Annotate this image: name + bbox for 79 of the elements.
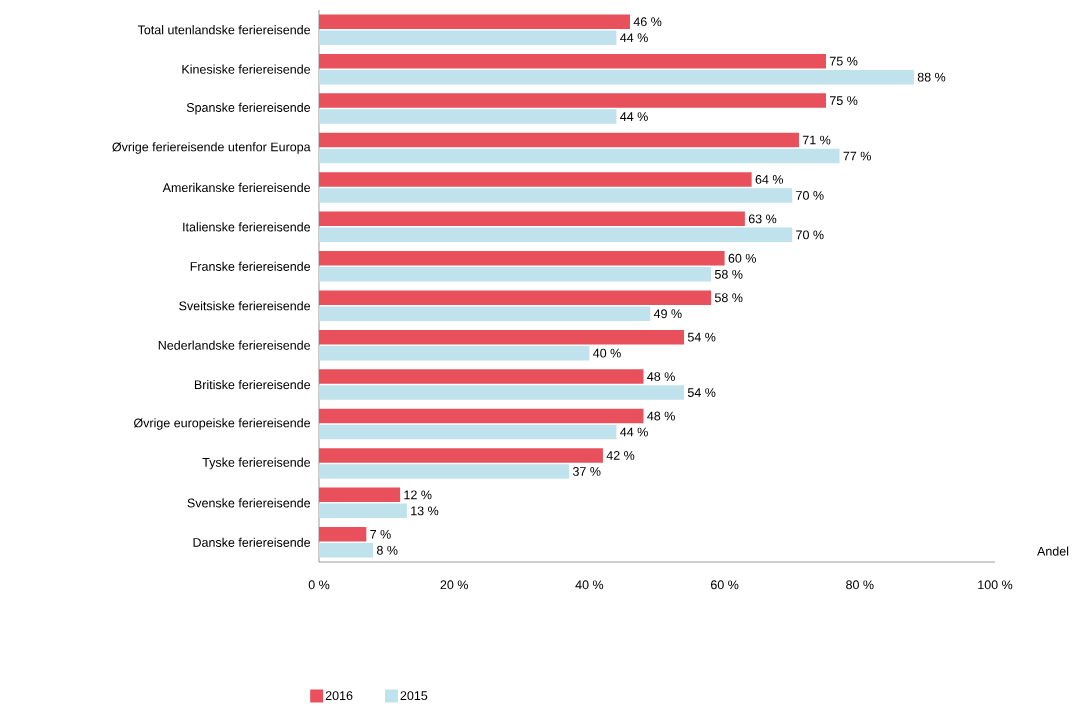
legend-label: 2016 <box>325 691 353 701</box>
data-label: 70 % <box>796 230 824 240</box>
x-tick-label: 40 % <box>575 580 604 590</box>
bar <box>319 93 826 108</box>
bar <box>319 527 367 542</box>
data-label: 64 % <box>755 175 784 184</box>
bar <box>319 30 617 45</box>
y-tick-label: Nederlandske feriereisende <box>158 340 311 350</box>
data-label: 42 % <box>606 451 635 460</box>
data-label: 37 % <box>572 467 601 476</box>
bar <box>319 132 799 148</box>
bar <box>319 385 685 400</box>
data-label: 75 % <box>830 56 858 66</box>
data-label: 44 % <box>620 112 648 121</box>
data-label: 77 % <box>843 151 871 161</box>
x-tick-label: 100 % <box>978 580 1013 590</box>
y-tick-label: Spanske feriereisende <box>186 102 311 115</box>
bar <box>319 408 644 424</box>
data-label: 40 % <box>593 348 621 358</box>
bar <box>319 345 590 361</box>
bar <box>319 543 374 558</box>
data-label: 58 % <box>714 269 743 279</box>
y-tick-label: Øvrige europeiske feriereisende <box>133 418 311 430</box>
bar <box>319 109 617 124</box>
bar <box>319 267 712 282</box>
bar <box>319 251 725 266</box>
data-label: 70 % <box>796 191 824 200</box>
data-label: 8 % <box>376 545 398 555</box>
data-label: 88 % <box>917 72 946 82</box>
y-tick-label: Øvrige feriereisende utenfor Europa <box>112 142 311 154</box>
y-tick-label: Amerikanske feriereisende <box>162 182 311 193</box>
data-label: 63 % <box>748 214 777 224</box>
data-label: 12 % <box>404 490 432 500</box>
data-label: 49 % <box>653 309 682 319</box>
data-label: 71 % <box>802 135 831 145</box>
data-label: 44 % <box>620 427 648 437</box>
data-label: 48 % <box>647 372 675 382</box>
y-tick-label: Sveitsiske feriereisende <box>179 301 311 311</box>
bar <box>319 329 685 345</box>
x-tick-label: 60 % <box>711 580 739 590</box>
bar <box>319 14 630 29</box>
bar <box>319 290 712 305</box>
data-label: 58 % <box>714 293 743 303</box>
x-tick-label: 20 % <box>440 580 468 590</box>
data-label: 48 % <box>647 411 675 421</box>
bar <box>319 448 603 463</box>
y-tick-label: Kinesiske feriereisende <box>182 64 311 74</box>
y-tick-label: Danske feriereisende <box>193 537 311 547</box>
bar <box>319 148 840 164</box>
y-tick-label: Total utenlandske feriereisende <box>137 25 311 35</box>
data-label: 60 % <box>728 253 756 263</box>
bar <box>319 503 407 519</box>
y-tick-label: Tyske feriereisende <box>202 457 311 470</box>
y-tick-label: Franske feriereisende <box>190 261 311 271</box>
bar <box>319 227 793 243</box>
x-tick-label: 0 % <box>308 580 330 590</box>
data-label: 54 % <box>687 388 716 397</box>
data-label: 75 % <box>830 96 858 105</box>
y-tick-label: Svenske feriereisende <box>187 498 311 508</box>
bar <box>319 487 401 503</box>
bar <box>319 188 793 203</box>
bar <box>319 369 644 384</box>
bar <box>319 53 826 69</box>
bar <box>319 69 914 85</box>
bar <box>319 464 570 479</box>
bar <box>319 172 752 187</box>
y-tick-label: Italienske feriereisende <box>183 222 311 232</box>
legend-label: 2015 <box>400 691 428 701</box>
data-label: 54 % <box>687 332 716 342</box>
data-label: 13 % <box>411 506 439 516</box>
data-label: 7 % <box>370 529 391 539</box>
data-label: 44 % <box>620 33 648 43</box>
data-label: 46 % <box>633 17 662 27</box>
x-axis-title: Andel <box>1037 546 1069 556</box>
x-tick-label: 80 % <box>846 580 874 590</box>
bar <box>319 424 617 440</box>
bar <box>319 306 651 321</box>
y-tick-label: Britiske feriereisende <box>194 379 311 390</box>
bar <box>319 211 745 227</box>
